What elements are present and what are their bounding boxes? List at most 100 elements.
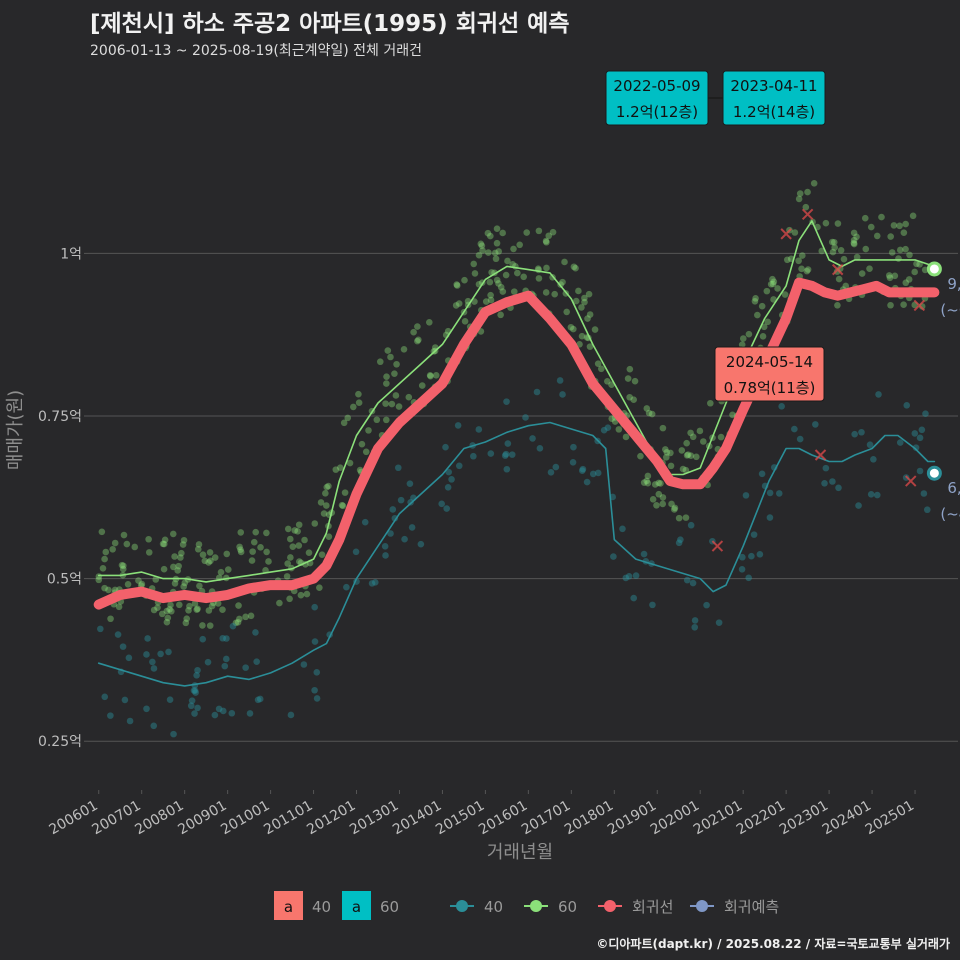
scatter-point-40	[756, 551, 764, 558]
scatter-point-40	[715, 619, 723, 626]
scatter-point-40	[829, 478, 836, 485]
scatter-point-60	[487, 232, 494, 240]
scatter-point-60	[861, 214, 869, 222]
scatter-point-60	[392, 392, 400, 399]
scatter-point-40	[194, 666, 201, 674]
scatter-point-60	[171, 553, 178, 560]
scatter-point-60	[659, 494, 667, 501]
scatter-point-60	[224, 566, 232, 573]
scatter-point-60	[493, 276, 501, 284]
scatter-point-40	[855, 502, 862, 509]
scatter-point-40	[144, 635, 151, 642]
scatter-point-60	[196, 582, 203, 590]
scatter-point-60	[109, 545, 116, 553]
scatter-point-60	[477, 240, 485, 248]
scatter-point-60	[124, 580, 132, 588]
scatter-point-60	[301, 536, 308, 544]
scatter-point-40	[791, 425, 798, 433]
legend-box-glyph: a	[284, 898, 293, 916]
scatter-point-40	[149, 658, 156, 666]
scatter-point-60	[180, 583, 188, 590]
scatter-point-60	[764, 318, 772, 326]
scatter-point-60	[427, 372, 434, 380]
callout-price: 0.78억(11층)	[724, 379, 816, 397]
x-tick-label: 201101	[261, 798, 315, 839]
scatter-point-60	[549, 228, 557, 236]
scatter-point-40	[300, 661, 308, 668]
x-tick-label: 201201	[304, 798, 358, 839]
scatter-point-60	[118, 561, 126, 569]
scatter-point-60	[867, 223, 875, 231]
scatter-point-60	[774, 285, 781, 292]
scatter-point-60	[834, 220, 842, 227]
scatter-point-60	[145, 549, 153, 556]
scatter-point-60	[902, 245, 909, 253]
scatter-point-60	[758, 302, 766, 310]
scatter-point-60	[570, 325, 577, 333]
scatter-point-60	[509, 261, 516, 268]
scatter-point-60	[391, 370, 398, 377]
scatter-point-60	[195, 541, 203, 548]
callout-boxes: 2022-05-09 1.2억(12층) 2023-04-11 1.2억(14층) 20…	[605, 70, 826, 402]
scatter-point-40	[552, 463, 560, 471]
scatter-point-60	[296, 558, 303, 565]
scatter-point-60	[499, 288, 507, 295]
callout-date: 2022-05-09	[613, 77, 700, 95]
x-tick-label: 202301	[777, 798, 831, 839]
scatter-point-60	[486, 278, 494, 286]
scatter-point-60	[461, 276, 468, 284]
scatter-point-60	[120, 562, 127, 570]
scatter-point-60	[682, 466, 690, 474]
scatter-point-60	[829, 248, 837, 256]
scatter-point-60	[497, 311, 504, 319]
scatter-point-40	[121, 696, 129, 704]
scatter-point-40	[896, 439, 904, 446]
scatter-point-60	[575, 287, 582, 295]
scatter-point-60	[885, 272, 893, 279]
scatter-point-40	[219, 707, 227, 715]
scatter-point-60	[163, 607, 171, 615]
x-tick-label: 201301	[347, 798, 401, 839]
scatter-point-60	[559, 278, 566, 286]
scatter-point-60	[495, 280, 502, 287]
scatter-point-60	[158, 610, 166, 618]
scatter-point-60	[535, 275, 543, 282]
scatter-point-60	[339, 502, 347, 510]
scatter-point-40	[766, 514, 774, 521]
scatter-point-60	[493, 239, 501, 247]
scatter-point-60	[186, 602, 193, 610]
scatter-point-40	[194, 704, 201, 712]
scatter-point-60	[671, 506, 678, 513]
scatter-point-60	[679, 465, 687, 473]
scatter-point-40	[475, 426, 483, 433]
scatter-point-60	[471, 270, 479, 277]
scatter-point-40	[417, 540, 425, 548]
scatter-point-40	[822, 464, 830, 472]
scatter-point-60	[561, 258, 568, 266]
scatter-point-40	[508, 451, 516, 458]
scatter-point-40	[570, 443, 577, 451]
outlier-marker	[831, 263, 844, 276]
scatter-point-40	[503, 398, 510, 405]
scatter-point-60	[206, 549, 214, 556]
scatter-point-60	[651, 481, 659, 488]
scatter-point-60	[303, 590, 311, 598]
scatter-point-60	[495, 248, 503, 255]
scatter-point-40	[454, 422, 462, 429]
scatter-point-60	[247, 612, 255, 620]
scatter-point-60	[283, 573, 291, 580]
scatter-point-60	[803, 267, 811, 275]
scatter-point-60	[649, 496, 657, 503]
scatter-point-60	[131, 543, 139, 551]
scatter-point-40	[150, 722, 158, 730]
scatter-point-40	[547, 469, 555, 476]
scatter-point-40	[835, 484, 842, 492]
chart-subtitle: 2006-01-13 ~ 2025-08-19(최근계약일) 전체 거래건	[90, 43, 422, 59]
legend-line-dot	[604, 900, 616, 912]
scatter-point-60	[289, 543, 297, 550]
scatter-point-60	[418, 382, 426, 389]
scatter-point-60	[913, 260, 920, 268]
y-tick-label: 0.5억	[47, 572, 82, 588]
series-40-line	[97, 421, 936, 687]
scatter-point-40	[640, 550, 648, 558]
